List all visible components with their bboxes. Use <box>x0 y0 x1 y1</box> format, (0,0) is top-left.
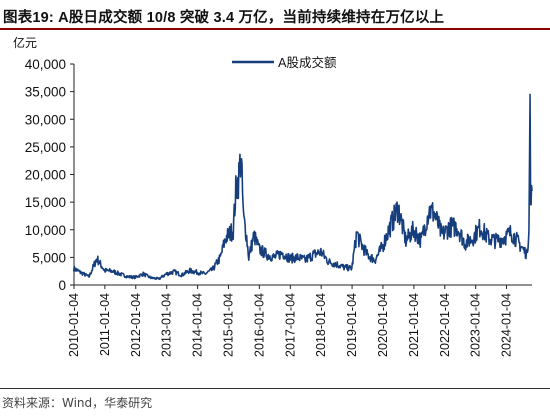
x-tick-label: 2022-01-04 <box>438 293 452 357</box>
x-tick-label: 2012-01-04 <box>129 293 143 357</box>
line-chart: 亿元 0 5,000 10,000 15,000 20,000 25,000 30,000 3… <box>13 35 533 357</box>
y-tick-label: 20,000 <box>25 168 66 183</box>
y-tick-label: 40,000 <box>25 57 66 72</box>
x-tick-label: 2024-01-04 <box>500 293 514 357</box>
y-unit-label: 亿元 <box>13 35 37 50</box>
y-axis: 0 5,000 10,000 15,000 20,000 25,000 30,000 35,0… <box>25 57 75 293</box>
y-tick-label: 10,000 <box>25 223 66 238</box>
legend-label: A股成交额 <box>278 55 337 70</box>
y-tick-label: 0 <box>58 278 66 293</box>
x-tick-label: 2014-01-04 <box>191 293 205 357</box>
y-tick-label: 25,000 <box>25 140 66 155</box>
legend: A股成交额 <box>232 55 337 70</box>
x-tick-label: 2015-01-04 <box>221 293 235 357</box>
x-axis: 2010-01-04 2011-01-04 2012-01-04 2013-01-04… <box>67 284 532 357</box>
x-tick-label: 2021-01-04 <box>407 293 421 357</box>
y-tick-label: 30,000 <box>25 112 66 127</box>
figure-title: 图表19: A股日成交额 10/8 突破 3.4 万亿，当前持续维持在万亿以上 <box>3 10 445 26</box>
source-divider <box>0 388 550 389</box>
x-tick-label: 2011-01-04 <box>98 293 112 356</box>
x-tick-label: 2016-01-04 <box>252 293 266 357</box>
x-tick-label: 2020-01-04 <box>376 293 390 357</box>
y-tick-label: 15,000 <box>25 195 66 210</box>
series-group <box>72 93 533 281</box>
x-tick-label: 2023-01-04 <box>469 293 483 357</box>
x-tick-label: 2010-01-04 <box>67 293 81 357</box>
source-note: 资料来源：Wind，华泰研究 <box>2 396 153 410</box>
y-tick-label: 35,000 <box>25 85 66 100</box>
title-divider <box>0 28 550 30</box>
y-tick-label: 5,000 <box>32 250 66 265</box>
x-tick-label: 2017-01-04 <box>283 293 297 357</box>
x-tick-label: 2013-01-04 <box>160 293 174 357</box>
series-line <box>72 93 533 281</box>
x-tick-label: 2018-01-04 <box>314 293 328 357</box>
x-tick-label: 2019-01-04 <box>345 293 359 357</box>
